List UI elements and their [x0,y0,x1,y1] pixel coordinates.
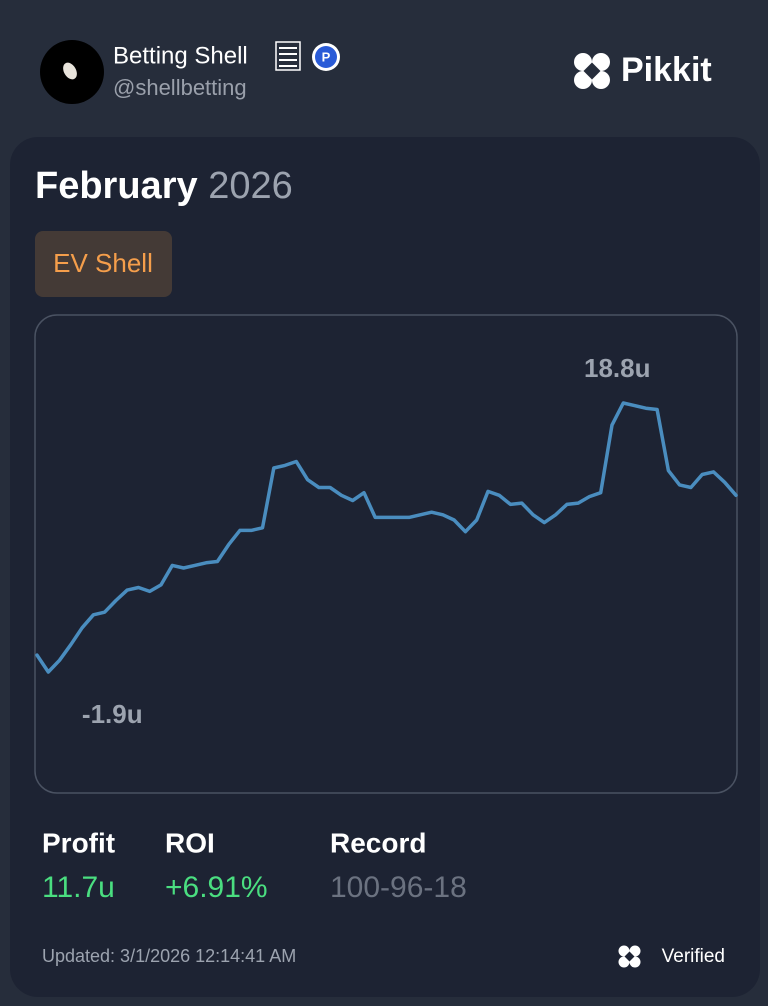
verified: Verified [662,946,725,967]
display-name: Betting Shell [113,42,248,69]
tag[interactable]: EV Shell [53,248,153,278]
max-label: 18.8u [584,353,651,383]
stat-label: Profit [42,827,115,858]
brand-logo [574,53,610,89]
year: 2026 [208,165,293,207]
tag-box[interactable] [35,231,172,297]
chart-frame [34,314,738,794]
profit-line [35,401,738,674]
verified-icon [618,945,641,968]
chart: 18.8u -1.9u [35,353,738,729]
svg-text:P: P [322,49,331,64]
card [10,137,760,997]
stat-value: 11.7u [42,871,115,904]
min-label: -1.9u [82,699,143,729]
handle: @shellbetting [113,75,247,100]
list-icon [275,41,301,71]
card-title: February 2026 [35,165,293,207]
stat-label: ROI [165,827,215,858]
updated: Updated: 3/1/2026 12:14:41 AM [42,946,296,966]
month: February [35,165,198,207]
verified-badge: P [312,43,340,71]
stat-label: Record [330,827,426,858]
brand-name: Pikkit [621,51,712,89]
stat-value: +6.91% [165,871,268,904]
stat-value: 100-96-18 [330,871,467,904]
avatar-shell [63,62,77,80]
